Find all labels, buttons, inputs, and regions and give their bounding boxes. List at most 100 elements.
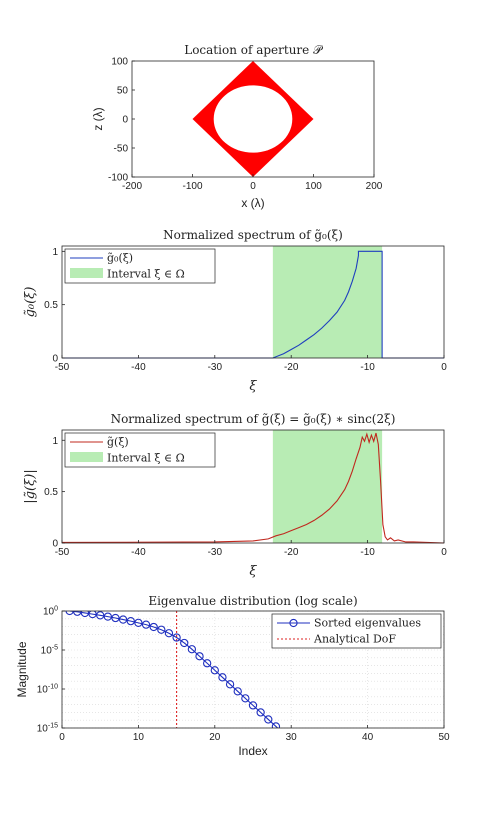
chart-title: Normalized spectrum of g̃(ξ) = g̃₀(ξ) ∗ … — [111, 412, 396, 426]
x-tick-label: -40 — [131, 547, 146, 558]
y-tick-label: 100 — [43, 606, 58, 618]
x-tick-label: 10 — [133, 732, 145, 743]
y-tick-label: 0 — [122, 115, 128, 126]
y-tick-label: 100 — [111, 57, 128, 68]
x-tick-label: -30 — [208, 362, 223, 373]
y-tick-label: 0.5 — [44, 300, 58, 311]
series-line — [69, 611, 279, 728]
x-tick-label: -20 — [284, 547, 299, 558]
y-tick-label: 0 — [52, 354, 58, 365]
eigenvalue-marker — [264, 715, 273, 724]
y-tick-exponent: -10 — [48, 684, 58, 691]
legend-area-swatch — [70, 268, 103, 278]
eigenvalue-marker — [88, 611, 97, 619]
chart-title: Eigenvalue distribution (log scale) — [148, 594, 357, 608]
x-tick-label: -10 — [360, 362, 375, 373]
x-tick-label: -10 — [360, 547, 375, 558]
eigenvalue-marker — [141, 620, 151, 629]
x-tick-label: 30 — [286, 732, 298, 743]
eigenvalue-marker — [218, 673, 227, 682]
y-tick-label: 50 — [117, 86, 129, 97]
x-tick-label: -30 — [208, 547, 223, 558]
chart-title: Location of aperture 𝒫 — [184, 43, 323, 57]
x-tick-label: -50 — [55, 547, 70, 558]
eigenvalue-marker — [241, 694, 250, 703]
legend-entry: g̃(ξ) — [107, 436, 129, 449]
legend-area-swatch — [70, 452, 103, 462]
y-tick-label: -100 — [108, 173, 128, 184]
eigenvalue-marker — [96, 611, 105, 620]
interval-band — [272, 430, 383, 543]
legend-entry: g̃₀(ξ) — [107, 252, 133, 265]
y-tick-label: -50 — [114, 144, 129, 155]
x-axis-label: ξ — [249, 564, 257, 579]
spectrum-panel-2: -50 -40 -30 -20 -10 0 0 0.5 1 Normalized spectrum… — [23, 412, 447, 579]
eigenvalue-marker — [126, 616, 135, 626]
y-tick-label: 10-10 — [37, 684, 58, 696]
x-tick-label: -50 — [55, 362, 70, 373]
eigenvalue-marker — [134, 618, 143, 628]
legend: Sorted eigenvalues Analytical DoF — [271, 613, 442, 649]
eigenvalue-marker — [225, 680, 235, 689]
x-axis-label: Index — [238, 744, 267, 758]
x-tick-label: -200 — [122, 181, 142, 192]
y-tick-exponent: -5 — [52, 645, 58, 652]
legend-entry: Interval ξ ∈ Ω — [107, 268, 185, 281]
legend: g̃(ξ) Interval ξ ∈ Ω — [64, 432, 216, 468]
legend-entry: Analytical DoF — [313, 633, 396, 646]
eigen-panel: 0 10 20 30 40 50 100 10-5 10-10 10-15 Eigenvalue d… — [15, 594, 450, 758]
eigenvalue-marker — [149, 622, 158, 632]
y-tick-label: 10-5 — [41, 645, 58, 657]
x-tick-label: -40 — [131, 362, 146, 373]
x-axis-label: ξ — [249, 379, 257, 394]
eigenvalue-marker — [233, 687, 242, 696]
legend-entry: Interval ξ ∈ Ω — [107, 452, 185, 465]
interval-band — [272, 246, 383, 358]
legend: g̃₀(ξ) Interval ξ ∈ Ω — [64, 248, 216, 284]
x-tick-label: 50 — [438, 732, 450, 743]
eigenvalue-marker — [118, 615, 128, 624]
eigenvalue-marker — [195, 652, 204, 661]
eigenvalue-marker — [203, 659, 212, 668]
legend-entry: Sorted eigenvalues — [314, 617, 421, 630]
aperture-hole — [213, 85, 293, 153]
eigenvalue-marker — [180, 638, 189, 648]
eigenvalue-marker — [271, 722, 281, 728]
y-tick-label: 1 — [52, 436, 58, 447]
eigenvalue-marker — [210, 666, 219, 675]
y-tick-label: 10-15 — [37, 723, 58, 735]
x-tick-label: 20 — [209, 732, 221, 743]
y-tick-exponent: 0 — [54, 606, 58, 613]
legend-marker — [289, 618, 298, 628]
eigenvalue-marker — [256, 708, 265, 717]
y-tick-exponent: -15 — [48, 723, 58, 730]
y-axis-label: g̃₀(ξ) — [23, 287, 38, 318]
x-tick-label: 0 — [441, 547, 447, 558]
x-tick-label: 0 — [250, 181, 256, 192]
spectrum-panel-1: -50 -40 -30 -20 -10 0 0 0.5 1 Normalized spectrum… — [23, 228, 447, 394]
y-axis-label: z (λ) — [91, 107, 105, 130]
eigenvalue-marker — [73, 611, 82, 616]
eigenvalue-marker — [80, 611, 90, 618]
eigenvalue-marker — [103, 612, 112, 621]
y-tick-label: 0 — [52, 539, 58, 550]
x-tick-label: 200 — [366, 181, 383, 192]
axes-frame — [61, 429, 445, 544]
series-line — [62, 250, 444, 359]
legend-box — [271, 613, 442, 649]
x-tick-label: 40 — [362, 732, 374, 743]
series-line — [61, 432, 445, 544]
axes-frame — [61, 610, 445, 729]
y-axis-label: |g̃(ξ)| — [23, 469, 38, 503]
eigenvalue-marker — [164, 629, 174, 638]
x-tick-label: 100 — [305, 181, 322, 192]
eigenvalue-marker — [172, 633, 181, 642]
eigenvalue-marker — [157, 625, 166, 634]
eigenvalue-marker — [187, 645, 197, 654]
x-tick-label: 0 — [59, 732, 65, 743]
y-tick-label: 1 — [52, 247, 58, 258]
y-tick-label: 0.5 — [44, 487, 58, 498]
chart-title: Normalized spectrum of g̃₀(ξ) — [163, 228, 343, 242]
